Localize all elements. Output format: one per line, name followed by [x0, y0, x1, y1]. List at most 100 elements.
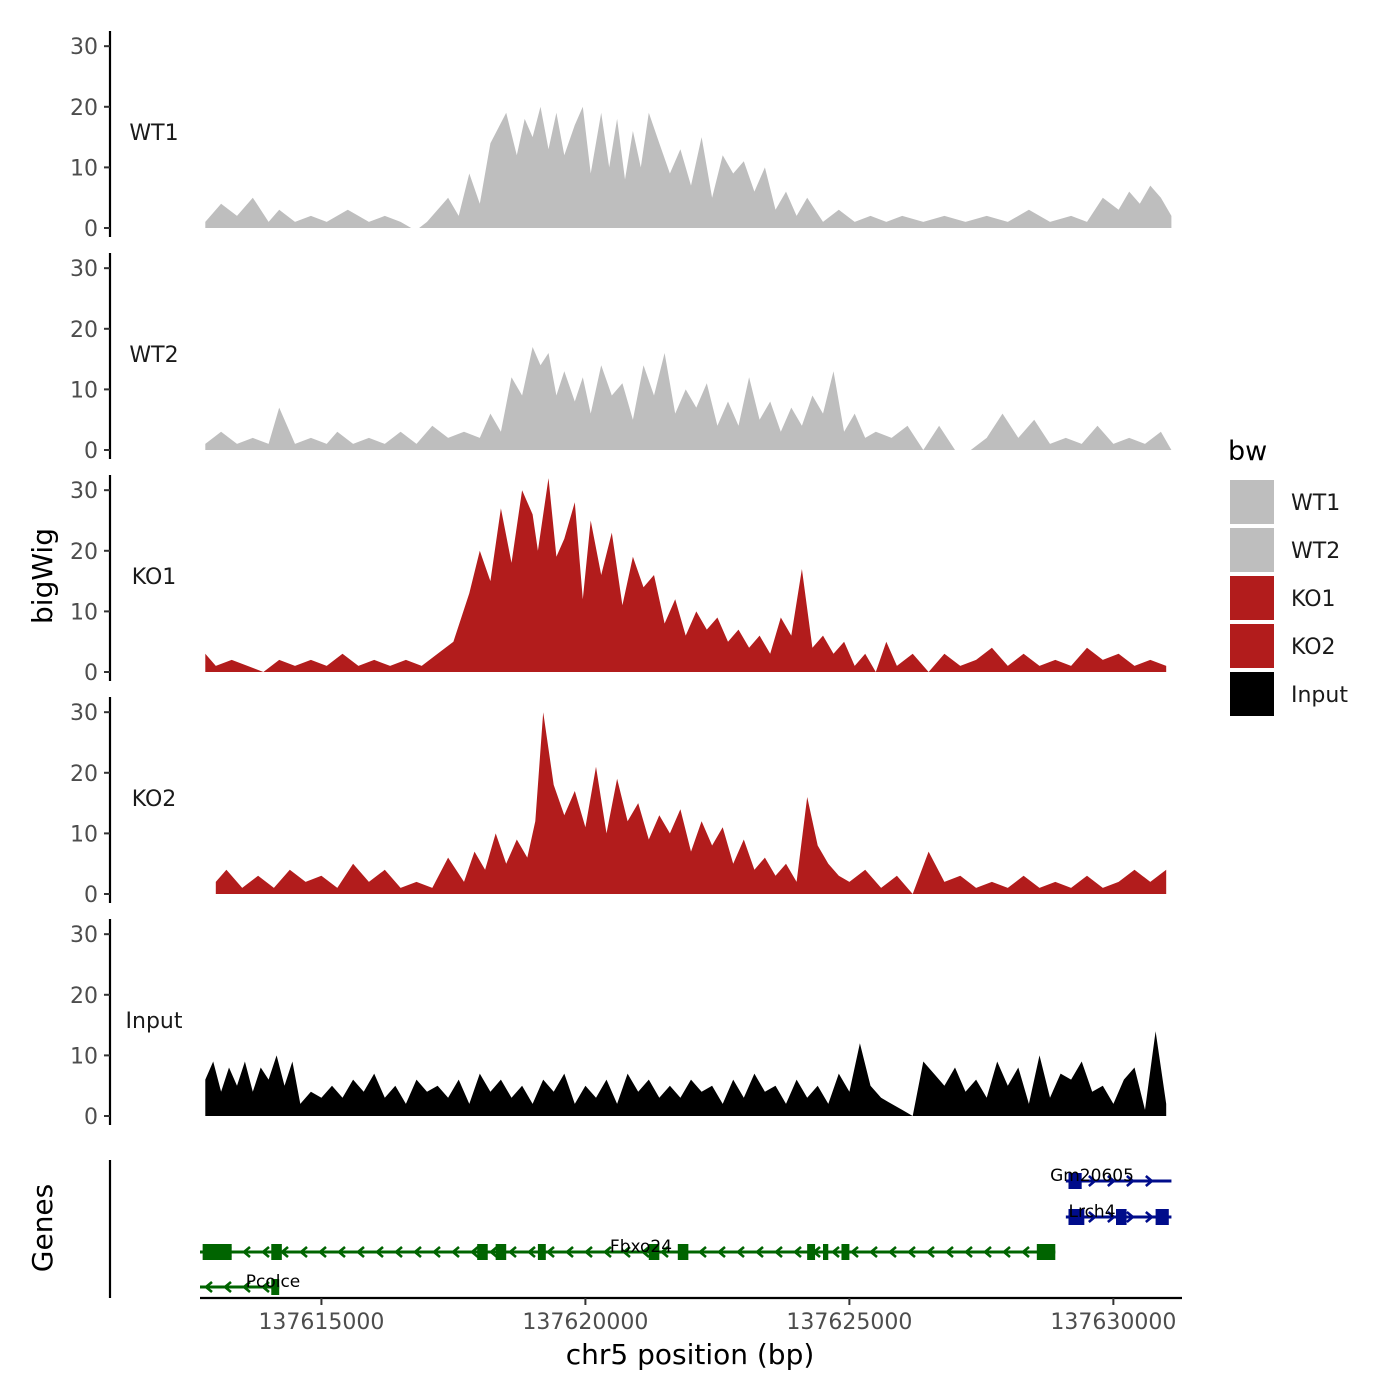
exon [1068, 1209, 1085, 1225]
strand-arrow [887, 1246, 897, 1258]
track-label: WT2 [129, 343, 178, 368]
y-tick-label: 10 [70, 822, 98, 847]
strand-arrow [1088, 1211, 1097, 1223]
track-wt2: 0 10 20 30 WT2 [70, 253, 1172, 464]
strand-arrow [906, 1246, 916, 1258]
strand-arrow [488, 1246, 498, 1258]
y-axis-title: bigWig [26, 528, 59, 624]
legend-label: KO2 [1291, 635, 1336, 660]
strand-arrow [526, 1246, 536, 1258]
strand-arrow [393, 1246, 403, 1258]
strand-arrow [1001, 1246, 1011, 1258]
strand-arrow [431, 1246, 441, 1258]
y-tick-label: 10 [70, 600, 98, 625]
strand-arrow [754, 1246, 764, 1258]
strand-arrow [1107, 1211, 1116, 1223]
strand-arrow [1088, 1175, 1097, 1187]
strand-arrow [450, 1246, 460, 1258]
y-tick-label: 10 [70, 156, 98, 181]
strand-arrow [868, 1246, 878, 1258]
legend-entry-ko2: KO2 [1230, 624, 1336, 668]
gene-label: Fbxo24 [610, 1237, 672, 1257]
exon [537, 1244, 546, 1260]
strand-arrow [260, 1246, 270, 1258]
y-tick-label: 20 [70, 984, 98, 1009]
signal-area-ko2 [215, 712, 1167, 894]
strand-arrow [1126, 1175, 1135, 1187]
strand-arrow [545, 1246, 555, 1258]
track-label: Input [126, 1009, 183, 1034]
gene-lrch4: Lrch4 [1065, 1202, 1172, 1225]
exon [271, 1244, 282, 1260]
exon [822, 1244, 829, 1260]
strand-arrow [279, 1246, 289, 1258]
strand-arrow [241, 1246, 251, 1258]
exon [1116, 1209, 1127, 1225]
strand-arrow [659, 1246, 669, 1258]
exon [477, 1244, 488, 1260]
strand-arrow [735, 1246, 745, 1258]
exon [495, 1244, 507, 1260]
exon [202, 1244, 232, 1260]
strand-arrow [602, 1246, 612, 1258]
legend-entry-wt2: WT2 [1230, 528, 1340, 572]
strand-arrow [1020, 1246, 1030, 1258]
track-wt1: 0 10 20 30 WT1 [70, 31, 1172, 242]
strand-arrow [640, 1246, 650, 1258]
legend-entry-wt1: WT1 [1230, 480, 1340, 524]
y-tick-label: 30 [70, 701, 98, 726]
exon [1036, 1244, 1056, 1260]
x-tick-label: 137630000 [1050, 1310, 1176, 1335]
strand-arrow [621, 1246, 631, 1258]
strand-arrow [1145, 1211, 1154, 1223]
strand-arrow [1126, 1211, 1135, 1223]
genes-axis-title: Genes [26, 1184, 59, 1272]
gene-label: Gm20605 [1050, 1166, 1134, 1186]
track-ko2: 0 10 20 30 KO2 [70, 697, 1167, 908]
track-label: KO2 [132, 787, 177, 812]
legend-swatch [1230, 576, 1274, 620]
exon [807, 1244, 816, 1260]
y-tick-label: 30 [70, 35, 98, 60]
strand-arrow [203, 1281, 213, 1293]
exon [1068, 1173, 1082, 1189]
y-tick-label: 20 [70, 96, 98, 121]
strand-arrow [944, 1246, 954, 1258]
y-tick-label: 20 [70, 318, 98, 343]
strand-arrow [792, 1246, 802, 1258]
strand-arrow [849, 1246, 859, 1258]
y-tick-label: 20 [70, 762, 98, 787]
strand-arrow [298, 1246, 308, 1258]
gene-label: Lrch4 [1068, 1202, 1115, 1222]
strand-arrow [925, 1246, 935, 1258]
strand-arrow [222, 1281, 232, 1293]
legend-title: bw [1228, 436, 1267, 467]
x-axis-title: chr5 position (bp) [566, 1338, 815, 1371]
x-axis: 137615000 137620000 137625000 137630000 [200, 1296, 1182, 1335]
strand-arrow [1107, 1175, 1116, 1187]
exon [677, 1244, 689, 1260]
y-tick-label: 30 [70, 257, 98, 282]
strand-arrow [374, 1246, 384, 1258]
legend-label: WT2 [1291, 539, 1340, 564]
strand-arrow [982, 1246, 992, 1258]
track-input: 0 10 20 30 Input [70, 919, 1167, 1130]
strand-arrow [336, 1246, 346, 1258]
legend-swatch [1230, 624, 1274, 668]
y-tick-label: 0 [84, 661, 98, 686]
strand-arrow [260, 1281, 270, 1293]
x-tick-label: 137615000 [258, 1310, 384, 1335]
track-label: WT1 [129, 121, 178, 146]
legend-entry-input: Input [1230, 672, 1348, 716]
y-tick-label: 0 [84, 1105, 98, 1130]
legend-label: WT1 [1291, 491, 1340, 516]
legend-swatch [1230, 528, 1274, 572]
y-tick-label: 10 [70, 378, 98, 403]
exon [271, 1279, 280, 1295]
strand-arrow [507, 1246, 517, 1258]
gene-pcolce: Pcolce [200, 1272, 300, 1295]
x-tick-label: 137625000 [786, 1310, 912, 1335]
x-tick-label: 137620000 [522, 1310, 648, 1335]
y-tick-label: 30 [70, 923, 98, 948]
